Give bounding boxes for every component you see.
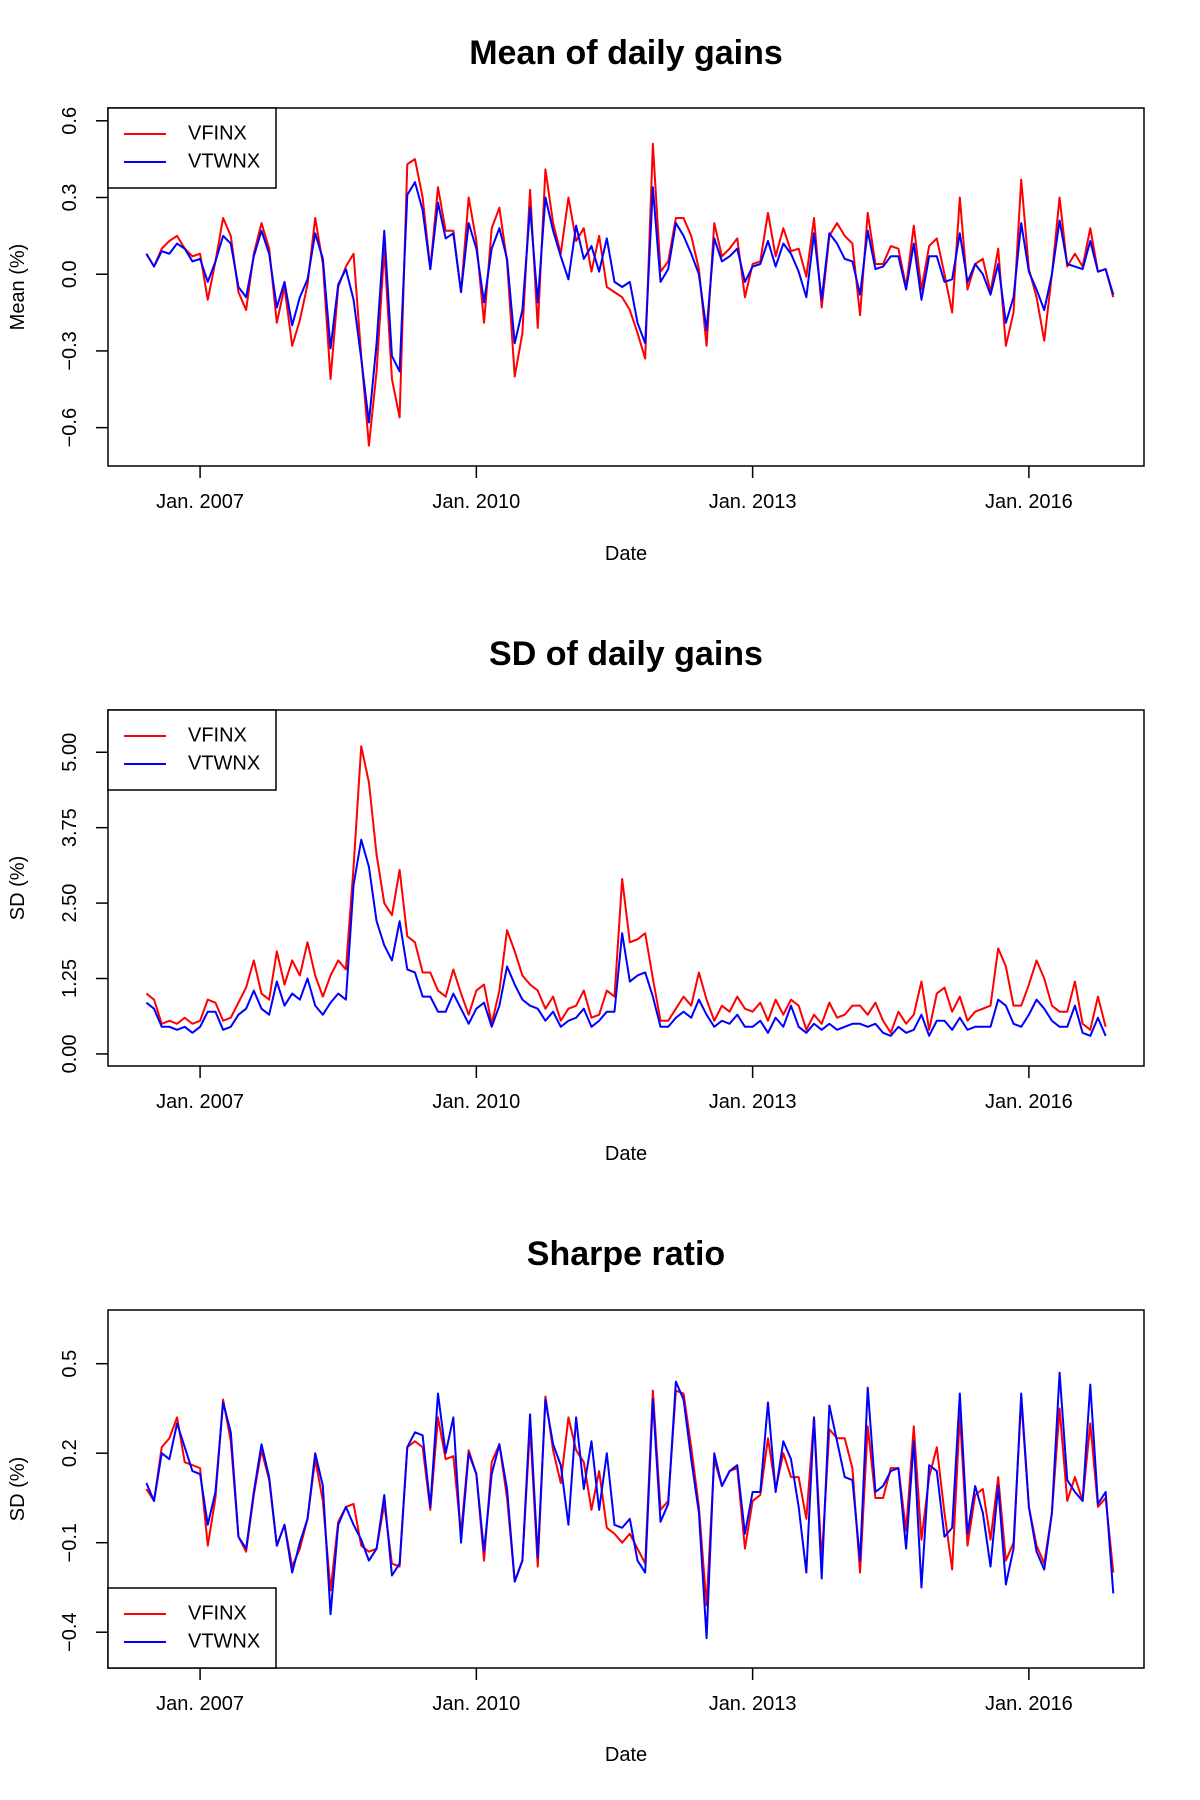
series-line-vtwnx <box>145 181 1115 424</box>
y-tick-label: 0.5 <box>59 1350 81 1378</box>
chart-panel-3: Sharpe ratio Jan. 2007 Jan. 2010 Jan. 2013 J… <box>7 1235 1145 1766</box>
legend-label: VTWNX <box>188 150 260 172</box>
legend-box <box>107 107 277 189</box>
y-tick-label: 1.25 <box>59 959 81 998</box>
legend-label: VFINX <box>188 122 247 144</box>
y-tick-label: 2.50 <box>59 884 81 923</box>
legend: VFINX VTWNX <box>107 1587 277 1669</box>
series-line-vtwnx <box>145 1371 1115 1640</box>
plot-frame <box>107 709 1145 1067</box>
plot-frame <box>107 107 1145 467</box>
y-tick-label: 0.3 <box>59 184 81 212</box>
y-tick-label: 0.0 <box>59 260 81 288</box>
legend: VFINX VTWNX <box>107 709 277 791</box>
legend-box <box>107 709 277 791</box>
x-tick-label: Jan. 2016 <box>985 491 1073 513</box>
y-axis-label: SD (%) <box>7 856 29 920</box>
y-tick-label: 3.75 <box>59 808 81 847</box>
x-tick-label: Jan. 2016 <box>985 1091 1073 1113</box>
chart-title: Mean of daily gains <box>469 34 783 72</box>
x-tick-label: Jan. 2013 <box>709 1693 797 1715</box>
y-tick-label: 5.00 <box>59 733 81 772</box>
x-tick-label: Jan. 2007 <box>156 1693 244 1715</box>
y-axis-label: SD (%) <box>7 1457 29 1521</box>
x-tick-label: Jan. 2010 <box>432 491 520 513</box>
series-line-vfinx <box>145 142 1115 447</box>
legend-label: VFINX <box>188 724 247 746</box>
x-axis-label: Date <box>605 1744 647 1766</box>
chart-title: SD of daily gains <box>489 635 763 673</box>
x-tick-label: Jan. 2007 <box>156 1091 244 1113</box>
chart-panel-2: SD of daily gains Jan. 2007 Jan. 2010 Jan. … <box>7 635 1145 1165</box>
series-line-vfinx <box>145 745 1107 1034</box>
chart-panel-1: Mean of daily gains Jan. 2007 Jan. 2010 Jan… <box>7 34 1145 565</box>
x-tick-label: Jan. 2013 <box>709 1091 797 1113</box>
y-tick-label: 0.00 <box>59 1034 81 1073</box>
x-tick-label: Jan. 2010 <box>432 1693 520 1715</box>
legend: VFINX VTWNX <box>107 107 277 189</box>
x-axis-label: Date <box>605 543 647 565</box>
y-tick-label: −0.1 <box>59 1523 81 1562</box>
x-tick-label: Jan. 2016 <box>985 1693 1073 1715</box>
legend-label: VTWNX <box>188 752 260 774</box>
chart-title: Sharpe ratio <box>527 1235 725 1273</box>
y-tick-label: −0.3 <box>59 331 81 370</box>
series-line-vtwnx <box>145 838 1107 1037</box>
y-tick-label: −0.4 <box>59 1612 81 1651</box>
y-axis-label: Mean (%) <box>7 244 29 331</box>
plot-frame <box>107 1309 1145 1669</box>
x-tick-label: Jan. 2013 <box>709 491 797 513</box>
legend-label: VFINX <box>188 1602 247 1624</box>
legend-box <box>107 1587 277 1669</box>
y-tick-label: −0.6 <box>59 408 81 447</box>
x-tick-label: Jan. 2007 <box>156 491 244 513</box>
legend-label: VTWNX <box>188 1630 260 1652</box>
y-tick-label: 0.2 <box>59 1439 81 1467</box>
x-axis-label: Date <box>605 1143 647 1165</box>
x-tick-label: Jan. 2010 <box>432 1091 520 1113</box>
y-tick-label: 0.6 <box>59 107 81 135</box>
